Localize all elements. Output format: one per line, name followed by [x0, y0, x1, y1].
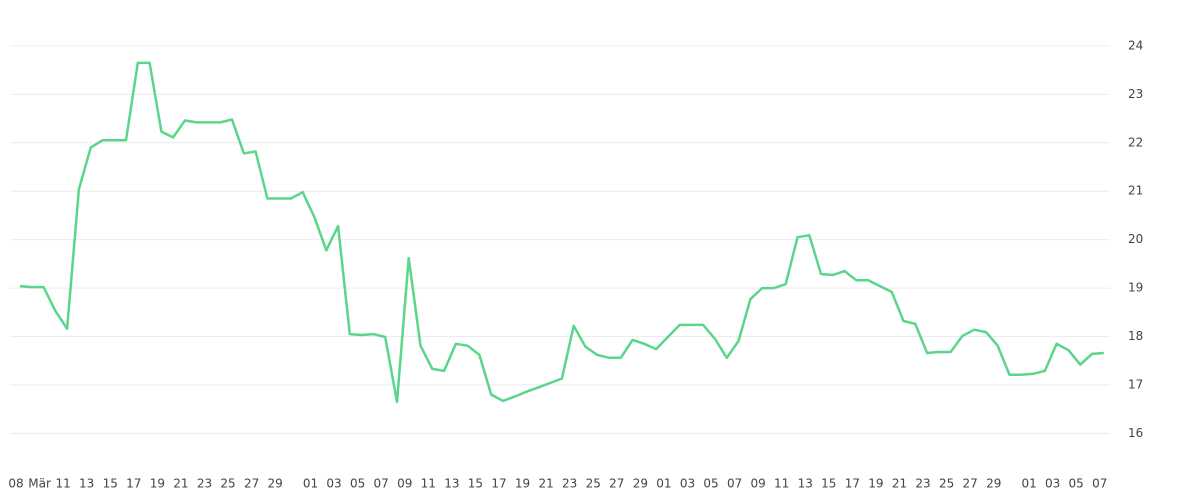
x-tick-label: 03: [326, 477, 341, 491]
x-tick-label: 07: [727, 477, 742, 491]
x-tick-label: 23: [915, 477, 930, 491]
x-tick-label: 29: [268, 477, 283, 491]
x-tick-label: 05: [350, 477, 365, 491]
y-tick-label: 24: [1128, 38, 1143, 52]
x-tick-label: 13: [444, 477, 459, 491]
x-tick-label: 15: [103, 477, 118, 491]
y-tick-label: 21: [1128, 184, 1143, 198]
x-tick-label: 05: [703, 477, 718, 491]
x-tick-label: 15: [821, 477, 836, 491]
y-tick-label: 23: [1128, 87, 1143, 101]
x-tick-label: 25: [939, 477, 954, 491]
x-tick-label: 19: [868, 477, 883, 491]
x-tick-label: 03: [1045, 477, 1060, 491]
x-tick-label: 27: [963, 477, 978, 491]
x-tick-label: 29: [633, 477, 648, 491]
x-tick-label: 07: [1092, 477, 1107, 491]
y-tick-label: 18: [1128, 329, 1143, 343]
x-tick-label: 29: [986, 477, 1001, 491]
y-tick-label: 17: [1128, 377, 1143, 391]
x-tick-label: 19: [150, 477, 165, 491]
x-tick-label: 27: [244, 477, 259, 491]
x-tick-label: 21: [173, 477, 188, 491]
x-tick-label: 01: [1021, 477, 1036, 491]
x-tick-label: 21: [892, 477, 907, 491]
x-tick-label: 27: [609, 477, 624, 491]
x-tick-label: 15: [468, 477, 483, 491]
x-tick-label: 03: [680, 477, 695, 491]
x-tick-label: 08: [8, 477, 23, 491]
x-tick-label: 11: [421, 477, 436, 491]
x-tick-label: 17: [126, 477, 141, 491]
x-tick-label: 23: [197, 477, 212, 491]
x-tick-label: 13: [798, 477, 813, 491]
y-tick-label: 22: [1128, 135, 1143, 149]
x-tick-label: 01: [303, 477, 318, 491]
x-tick-label: 19: [515, 477, 530, 491]
x-tick-label: Mär: [28, 477, 51, 491]
y-tick-label: 16: [1128, 426, 1143, 440]
x-tick-label: 25: [586, 477, 601, 491]
y-tick-label: 19: [1128, 281, 1143, 295]
x-tick-label: 23: [562, 477, 577, 491]
x-tick-label: 11: [55, 477, 70, 491]
x-tick-label: 09: [750, 477, 765, 491]
y-tick-label: 20: [1128, 232, 1143, 246]
x-tick-label: 07: [374, 477, 389, 491]
x-tick-label: 05: [1069, 477, 1084, 491]
x-tick-label: 01: [656, 477, 671, 491]
x-tick-label: 21: [538, 477, 553, 491]
data-line: [19, 61, 1104, 404]
x-tick-label: 09: [397, 477, 412, 491]
x-tick-label: 11: [774, 477, 789, 491]
x-tick-label: 17: [491, 477, 506, 491]
x-tick-label: 17: [845, 477, 860, 491]
x-tick-label: 25: [220, 477, 235, 491]
x-tick-label: 13: [79, 477, 94, 491]
